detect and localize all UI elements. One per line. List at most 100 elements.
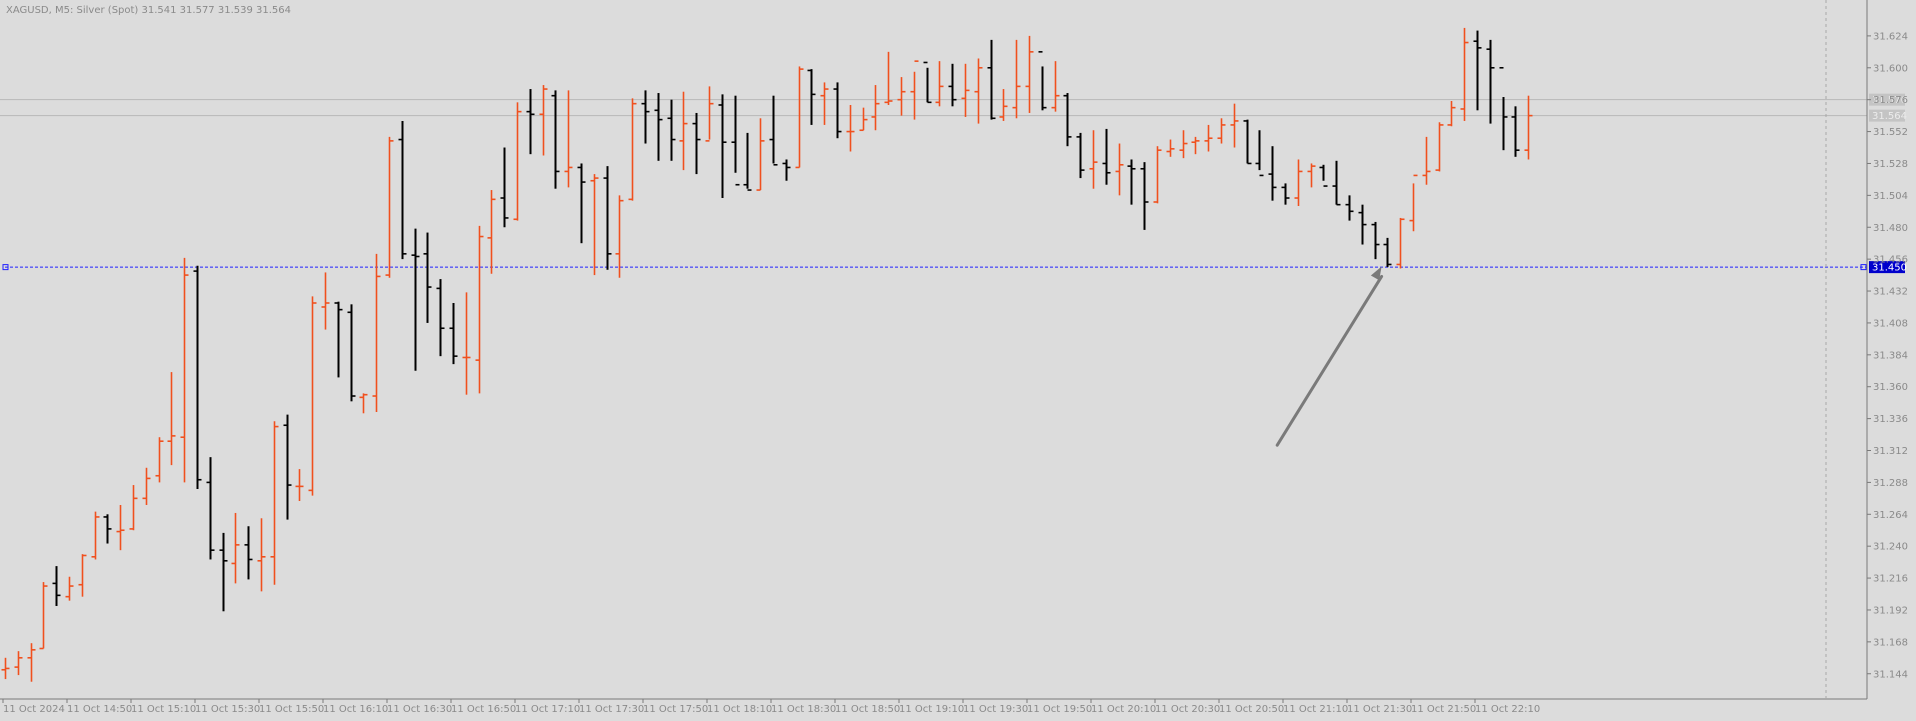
bull-bar [65,576,74,601]
bull-bar [590,174,599,276]
price-line-label: 31.576 [1872,95,1907,106]
x-tick-label: 11 Oct 18:50 [835,704,900,715]
bear-bar [1281,183,1290,205]
bull-bar [129,485,138,531]
bull-bar [116,504,125,551]
symbol-title: XAGUSD, M5: Silver (Spot) 31.541 31.577 … [6,5,291,16]
bear-bar [449,302,458,365]
x-tick-label: 11 Oct 20:10 [1091,704,1156,715]
price-line-label: 31.564 [1872,111,1907,122]
bull-bar [897,77,906,116]
bear-bar [833,82,842,139]
y-tick-label: 31.144 [1873,669,1908,680]
bull-bar [859,107,868,132]
bear-bar [1383,237,1392,268]
x-tick-label: 11 Oct 19:50 [1027,704,1092,715]
level-line-tag [1869,261,1905,274]
y-tick-label: 31.384 [1873,350,1908,361]
x-tick-label: 11 Oct 2024 [3,704,65,715]
x-tick-label: 11 Oct 14:50 [67,704,132,715]
y-tick-label: 31.240 [1873,542,1908,553]
bear-bar [206,457,215,560]
y-tick-label: 31.216 [1873,574,1908,585]
bull-bar [539,85,548,156]
bull-bar [910,60,919,120]
bear-bar [423,232,432,323]
bear-bar [641,90,650,144]
arrow-head [1370,266,1382,281]
bull-bar [180,257,189,483]
x-tick-label: 11 Oct 22:10 [1475,704,1540,715]
bear-bar [219,532,228,612]
bear-bar [398,120,407,260]
bull-bar [1294,159,1303,206]
bull-bar [1460,27,1469,121]
y-tick-label: 31.624 [1873,31,1908,42]
x-tick-label: 11 Oct 16:50 [451,704,516,715]
x-tick-label: 11 Oct 21:30 [1347,704,1412,715]
bull-bar [475,225,484,394]
bear-bar [1268,146,1277,201]
bear-bar [667,99,676,161]
bear-bar [347,304,356,402]
bull-bar [142,467,151,505]
bull-bar [961,63,970,117]
x-tick-label: 11 Oct 19:30 [963,704,1028,715]
bear-bar [551,90,560,189]
x-tick-label: 11 Oct 15:10 [131,704,196,715]
x-tick-label: 11 Oct 17:30 [579,704,644,715]
bear-bar [1243,119,1252,165]
bull-bar [27,643,36,682]
bear-bar [1473,30,1482,111]
bear-bar [743,132,752,191]
bull-bar [231,512,240,584]
bear-bar [807,69,816,125]
bear-bar [577,163,586,244]
x-tick-label: 11 Oct 17:50 [643,704,708,715]
bars-layer [1,27,1533,682]
y-tick-label: 31.168 [1873,637,1908,648]
bull-bar [372,253,381,412]
bear-bar [1140,162,1149,230]
bear-bar [411,228,420,371]
y-tick-label: 31.432 [1873,287,1908,298]
price-line-tag [1869,109,1905,122]
bull-bar [1217,118,1226,144]
bear-bar [500,147,509,228]
y-tick-label: 31.360 [1873,382,1908,393]
y-tick-label: 31.576 [1873,95,1908,106]
bull-bar [1012,39,1021,119]
bull-bar [871,85,880,131]
bear-bar [987,39,996,120]
x-tick-label: 11 Oct 16:30 [387,704,452,715]
bull-bar [14,651,23,676]
bear-bar [769,95,778,166]
price-lines-layer: 31.576 31.564 31.450 [0,93,1907,274]
bull-bar [846,104,855,152]
bull-bar [795,66,804,169]
bull-bar [705,86,714,142]
bull-bar [257,518,266,592]
bull-bar [513,102,522,221]
bear-bar [603,166,612,270]
bull-bar [1435,122,1444,172]
bull-bar [935,61,944,107]
bull-bar [1447,101,1456,127]
bear-bar [654,93,663,161]
bear-bar [52,566,61,606]
bull-bar [39,582,48,650]
level-line-anchor-left [2,264,9,271]
bear-bar [103,514,112,544]
bull-bar [308,296,317,496]
bear-bar [1499,66,1508,151]
overlay-layer [1275,266,1384,447]
bull-bar [78,554,87,597]
x-tick-label: 11 Oct 15:30 [195,704,260,715]
y-tick-label: 31.456 [1873,255,1908,266]
level-line-anchor-right [1860,264,1867,271]
bear-bar [692,112,701,175]
y-tick-label: 31.504 [1873,191,1908,202]
bull-bar [1089,130,1098,189]
